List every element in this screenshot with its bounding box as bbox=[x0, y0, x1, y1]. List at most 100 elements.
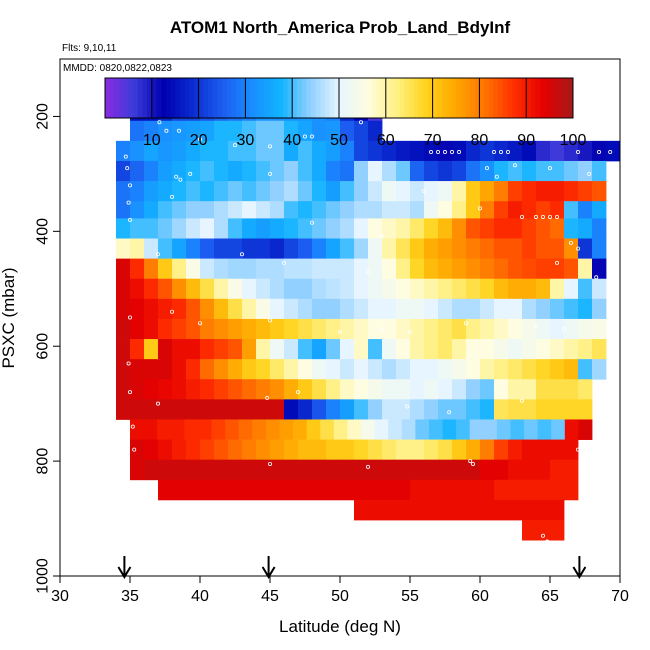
heatmap-cell bbox=[508, 479, 523, 501]
heatmap-cell bbox=[564, 339, 579, 360]
heatmap-cell bbox=[186, 181, 201, 202]
observation-point bbox=[555, 214, 560, 219]
heatmap-cell bbox=[438, 359, 453, 380]
colorbar-swatch bbox=[479, 78, 485, 118]
colorbar-swatch bbox=[530, 78, 537, 118]
heatmap-cell bbox=[225, 419, 240, 440]
heatmap-cell bbox=[298, 201, 313, 222]
heatmap-cell bbox=[396, 278, 411, 300]
heatmap-cell bbox=[396, 459, 411, 481]
heatmap-cell bbox=[452, 278, 467, 300]
heatmap-cell bbox=[354, 140, 369, 162]
observation-point bbox=[534, 324, 539, 329]
heatmap-cell bbox=[564, 238, 579, 260]
observation-point bbox=[435, 150, 440, 155]
heatmap-cell bbox=[438, 238, 453, 260]
heatmap-cell bbox=[564, 479, 579, 501]
heatmap-cell bbox=[480, 238, 495, 260]
heatmap-cell bbox=[326, 160, 341, 182]
heatmap-cell bbox=[298, 459, 313, 481]
heatmap-cell bbox=[564, 218, 579, 239]
observation-point bbox=[477, 206, 482, 211]
heatmap-cell bbox=[410, 379, 425, 400]
heatmap-cell bbox=[354, 238, 369, 260]
heatmap-cell bbox=[312, 120, 327, 142]
heatmap-cell bbox=[428, 419, 443, 440]
heatmap-cell bbox=[256, 258, 271, 280]
colorbar-swatch bbox=[409, 78, 415, 118]
heatmap-cell bbox=[256, 218, 271, 239]
heatmap-cell bbox=[564, 160, 579, 182]
heatmap-cell bbox=[340, 379, 355, 400]
colorbar-swatch bbox=[521, 78, 527, 118]
heatmap-cell bbox=[144, 298, 159, 320]
heatmap-cell bbox=[172, 201, 187, 222]
dates-annotation: MMDD: 0820,0822,0823 bbox=[63, 63, 172, 74]
heatmap-cell bbox=[550, 359, 565, 380]
heatmap-cell bbox=[466, 399, 481, 420]
heatmap-cell bbox=[396, 399, 411, 420]
heatmap-cell bbox=[483, 419, 498, 440]
heatmap-cell bbox=[480, 140, 495, 162]
observation-point bbox=[548, 542, 553, 547]
heatmap-cell bbox=[382, 238, 397, 260]
heatmap-cell bbox=[284, 258, 299, 280]
y-tick-label: 200 bbox=[35, 103, 52, 130]
heatmap-cell bbox=[256, 339, 271, 360]
colorbar-swatch bbox=[544, 78, 551, 118]
colorbar-swatch bbox=[554, 78, 560, 118]
heatmap-cell bbox=[592, 298, 607, 320]
heatmap-cell bbox=[410, 439, 425, 461]
heatmap-cell bbox=[424, 160, 439, 182]
colorbar-swatch bbox=[217, 78, 223, 118]
x-tick-label: 65 bbox=[541, 588, 559, 605]
heatmap-cell bbox=[130, 181, 145, 202]
heatmap-cell bbox=[214, 359, 229, 380]
heatmap-cell bbox=[200, 201, 215, 222]
heatmap-cell bbox=[466, 298, 481, 320]
heatmap-cell bbox=[284, 278, 299, 300]
observation-point bbox=[594, 275, 599, 280]
heatmap-cell bbox=[466, 218, 481, 239]
heatmap-cell bbox=[522, 218, 537, 239]
heatmap-cell bbox=[438, 160, 453, 182]
observation-point bbox=[197, 137, 202, 142]
heatmap-cell bbox=[578, 201, 593, 222]
heatmap-cell bbox=[452, 459, 467, 481]
heatmap-cell bbox=[130, 298, 145, 320]
heatmap-cell bbox=[130, 318, 145, 340]
observation-point bbox=[421, 189, 426, 194]
heatmap-cell bbox=[452, 499, 467, 521]
heatmap-cell bbox=[424, 339, 439, 360]
heatmap-cell bbox=[211, 419, 226, 440]
heatmap-cell bbox=[508, 238, 523, 260]
heatmap-cell bbox=[510, 419, 525, 440]
heatmap-cell bbox=[410, 201, 425, 222]
heatmap-cell bbox=[508, 359, 523, 380]
observation-point bbox=[562, 326, 567, 331]
heatmap-cell bbox=[368, 379, 383, 400]
heatmap-cell bbox=[284, 339, 299, 360]
colorbar-swatch bbox=[385, 78, 391, 118]
heatmap-cell bbox=[270, 359, 285, 380]
heatmap-cell bbox=[550, 499, 565, 521]
colorbar-swatch bbox=[470, 78, 476, 118]
heatmap-cell bbox=[564, 419, 579, 440]
heatmap-cell bbox=[298, 160, 313, 182]
heatmap-cell bbox=[564, 379, 579, 400]
heatmap-cell bbox=[270, 479, 285, 501]
heatmap-cell bbox=[228, 140, 243, 162]
colorbar-swatch bbox=[549, 78, 555, 118]
heatmap-cell bbox=[228, 379, 243, 400]
heatmap-cell bbox=[536, 278, 551, 300]
heatmap-cell bbox=[270, 439, 285, 461]
heatmap-cell bbox=[284, 399, 299, 420]
observation-point bbox=[127, 315, 132, 320]
heatmap-cell bbox=[144, 379, 159, 400]
heatmap-cell bbox=[312, 181, 327, 202]
heatmap-cell bbox=[312, 318, 327, 340]
heatmap-cell bbox=[242, 479, 257, 501]
heatmap-cell bbox=[508, 318, 523, 340]
heatmap-cell bbox=[480, 298, 495, 320]
